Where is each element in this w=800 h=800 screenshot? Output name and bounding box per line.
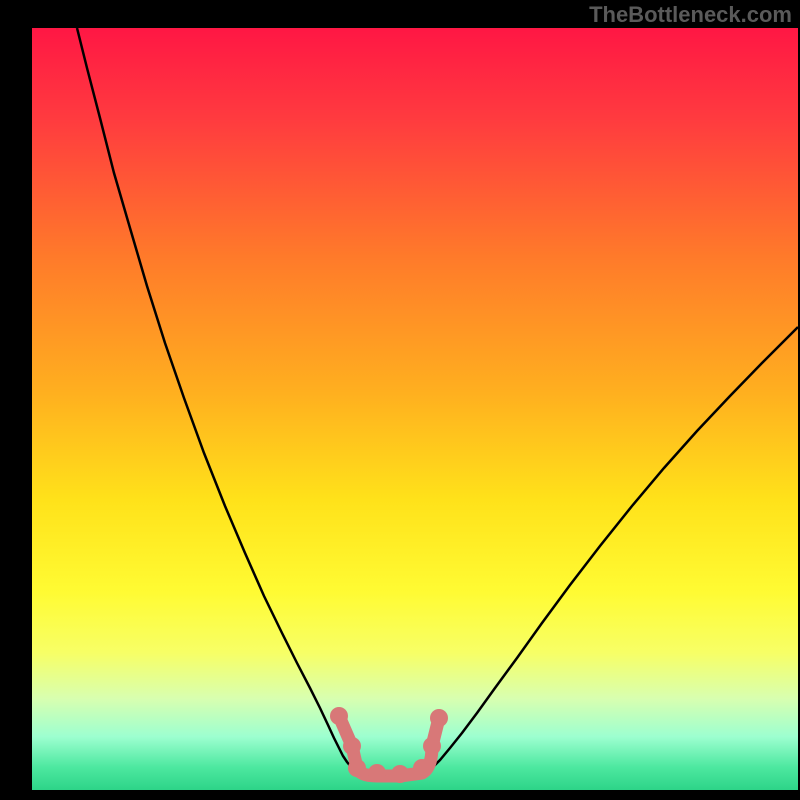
highlight-dot [423, 737, 441, 755]
highlight-dot [368, 764, 386, 782]
highlight-dot [343, 737, 361, 755]
chart-area [32, 28, 798, 790]
highlight-dot [430, 709, 448, 727]
highlight-dot [330, 707, 348, 725]
right-curve [432, 327, 798, 768]
chart-svg [32, 28, 798, 790]
highlight-dot [413, 759, 431, 777]
highlight-dot [391, 765, 409, 783]
highlight-dot [348, 759, 366, 777]
watermark-text: TheBottleneck.com [589, 2, 792, 28]
left-curve [77, 28, 352, 768]
